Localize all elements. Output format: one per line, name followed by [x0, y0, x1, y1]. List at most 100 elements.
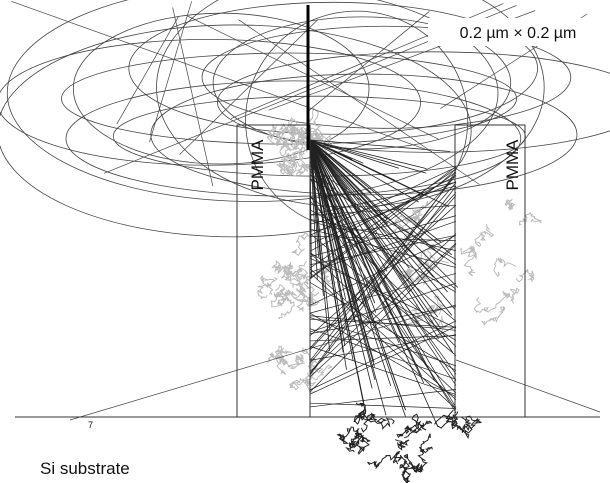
resist-label: PMMA [503, 139, 522, 191]
scatter-cloud [259, 274, 276, 295]
trajectory [309, 139, 388, 272]
trajectory [309, 195, 457, 322]
trajectory [309, 160, 457, 408]
trajectory [309, 215, 457, 258]
trajectory [69, 304, 457, 421]
scatter-cloud [360, 412, 378, 433]
trajectory-arc [61, 52, 517, 145]
trajectory-arc [0, 24, 472, 238]
scatter-cloud [348, 426, 370, 455]
scatter-cloud [279, 144, 291, 175]
scatter-cloud [434, 411, 459, 429]
trajectory [309, 209, 457, 293]
scatter-cloud [404, 420, 433, 439]
trajectory [309, 139, 364, 164]
trajectory [309, 233, 457, 373]
trajectory [309, 228, 457, 268]
scatter-cloud [403, 448, 429, 470]
trajectory [309, 178, 457, 260]
scatter-cloud [396, 425, 412, 439]
resist-label: PMMA [248, 139, 267, 191]
scatter-cloud [400, 461, 418, 473]
scatter-cloud [279, 123, 300, 137]
trajectory [309, 139, 452, 256]
scatter-cloud [300, 347, 321, 372]
trajectory [309, 139, 385, 217]
scatter-cloud [312, 132, 335, 147]
trajectory [309, 233, 457, 356]
trajectory [149, 1, 193, 143]
trajectory [309, 139, 442, 329]
scatter-cloud [454, 423, 473, 440]
trajectory [179, 19, 319, 155]
trajectory [309, 181, 457, 216]
trajectory-arc [6, 0, 499, 202]
trajectory-arc [156, 0, 545, 208]
trajectory [309, 139, 427, 169]
trajectory [309, 178, 457, 413]
trajectory [309, 139, 458, 288]
trajectory [309, 139, 353, 310]
scatter-cloud [353, 411, 370, 425]
trajectory [309, 320, 457, 391]
scatter-cloud [289, 267, 309, 288]
trajectory [309, 175, 457, 252]
scatter-cloud [292, 134, 307, 156]
trajectory [309, 139, 427, 174]
trajectory [309, 272, 457, 410]
trajectory [309, 139, 419, 203]
trajectory [309, 402, 457, 409]
scatter-cloud [418, 433, 433, 454]
trajectory [309, 170, 457, 386]
scatter-cloud [493, 257, 517, 278]
scatter-cloud [460, 415, 482, 430]
trajectory [187, 15, 439, 140]
trajectory-arc [65, 80, 522, 197]
scatter-cloud [306, 293, 317, 310]
trajectory [238, 19, 480, 185]
scatter-cloud [367, 454, 396, 470]
trajectory [455, 359, 601, 413]
scatter-cloud [348, 437, 362, 454]
trajectory [309, 234, 457, 266]
mark-label: 7 [88, 420, 93, 430]
trajectory-arc [0, 39, 421, 166]
scatter-cloud [308, 364, 333, 381]
trajectory [309, 139, 440, 340]
scale-label: 0.2 µm × 0.2 µm [460, 25, 577, 42]
scatter-cloud [394, 439, 410, 451]
scatter-cloud [481, 306, 506, 326]
trajectory [309, 334, 457, 361]
scatter-cloud [272, 355, 288, 365]
trajectory [116, 16, 179, 125]
trajectory [11, 0, 433, 152]
scatter-cloud [516, 268, 535, 283]
scatter-cloud [406, 214, 423, 224]
trajectory [172, 7, 214, 187]
scatter-cloud [266, 132, 288, 146]
scatter-cloud [393, 226, 417, 245]
trajectory [309, 326, 457, 395]
scatter-cloud [430, 295, 444, 314]
scatter-cloud [271, 260, 283, 274]
trajectory [309, 305, 457, 335]
scatter-cloud [519, 211, 542, 226]
trajectory [309, 166, 457, 236]
scatter-cloud [336, 428, 350, 444]
scatter-cloud [293, 285, 320, 302]
trajectory [309, 268, 457, 401]
trajectory [309, 186, 457, 375]
trajectory [309, 139, 444, 258]
scatter-cloud [411, 200, 429, 217]
scatter-cloud [504, 198, 516, 211]
trajectory [309, 139, 425, 196]
trajectory [309, 139, 422, 377]
trajectory [309, 204, 457, 216]
trajectory [309, 139, 439, 428]
scatter-cloud [303, 274, 320, 307]
trajectory [309, 234, 457, 306]
scatter-cloud [289, 353, 305, 369]
trajectory [309, 139, 402, 315]
trajectory [308, 11, 430, 112]
